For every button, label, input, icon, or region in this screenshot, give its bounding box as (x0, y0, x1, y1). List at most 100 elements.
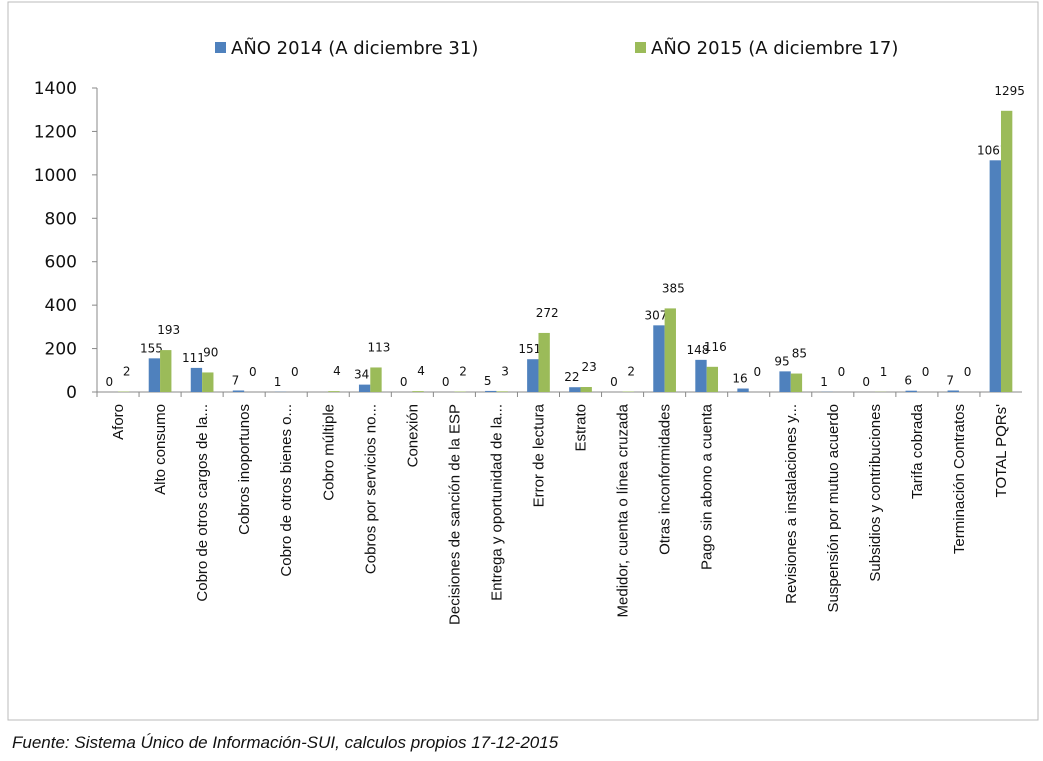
bar (149, 358, 160, 392)
value-label: 272 (536, 306, 559, 320)
value-label: 0 (400, 375, 408, 389)
bar (653, 325, 664, 392)
legend-label: AÑO 2014 (A diciembre 31) (231, 37, 478, 59)
value-label: 7 (946, 373, 954, 387)
legend-label: AÑO 2015 (A diciembre 17) (651, 37, 898, 59)
bar (737, 389, 748, 392)
bar (359, 385, 370, 392)
x-tick-label: Medidor, cuenta o línea cruzada (615, 403, 632, 617)
value-label: 0 (442, 375, 450, 389)
bar (906, 391, 917, 392)
value-label: 2 (627, 365, 635, 379)
x-tick-label: Suspensión por mutuo acuerdo (825, 404, 842, 612)
x-tick-label: Conexión (404, 404, 421, 467)
x-tick-label: Cobros por servicios no... (362, 404, 379, 574)
value-label: 5 (484, 374, 492, 388)
value-label: 90 (203, 345, 218, 359)
x-tick-label: Decisiones de sanción de la ESP (446, 404, 463, 625)
bar (791, 374, 802, 392)
value-label: 0 (249, 365, 257, 379)
value-label: 7 (232, 373, 240, 387)
value-label: 95 (774, 354, 789, 368)
source-note: Fuente: Sistema Único de Información-SUI… (12, 733, 559, 752)
y-tick-label: 600 (45, 253, 77, 273)
value-label: 385 (662, 281, 685, 295)
bar (538, 333, 549, 392)
bar (665, 308, 676, 392)
bar (485, 391, 496, 392)
bar (695, 360, 706, 392)
bar (233, 390, 244, 392)
x-tick-label: Terminación Contratos (951, 404, 968, 554)
y-tick-label: 200 (45, 340, 77, 360)
x-tick-label: Cobro de otros cargos de la... (194, 404, 211, 602)
bar (527, 359, 538, 392)
y-tick-label: 1200 (34, 122, 77, 142)
value-label: 0 (106, 375, 114, 389)
bar (779, 371, 790, 392)
value-label: 111 (182, 351, 205, 365)
value-label: 6 (904, 374, 912, 388)
legend-swatch (215, 42, 226, 53)
value-label: 0 (838, 365, 846, 379)
bar (948, 390, 959, 392)
value-label: 4 (417, 364, 425, 378)
value-label: 116 (704, 340, 727, 354)
bar (581, 387, 592, 392)
value-label: 2 (459, 365, 467, 379)
value-label: 0 (964, 365, 972, 379)
bar (370, 367, 381, 392)
y-tick-label: 0 (66, 383, 77, 403)
x-tick-label: Entrega y oportunidad de la... (488, 404, 505, 601)
value-label: 23 (582, 360, 597, 374)
value-label: 22 (564, 370, 579, 384)
value-label: 34 (354, 368, 369, 382)
value-label: 113 (368, 340, 391, 354)
value-label: 16 (732, 372, 747, 386)
bar (191, 368, 202, 392)
value-label: 0 (862, 375, 870, 389)
y-tick-label: 1400 (34, 79, 77, 99)
bar (412, 391, 423, 392)
value-label: 0 (610, 375, 618, 389)
value-label: 0 (291, 365, 299, 379)
x-tick-label: Revisiones a instalaciones y... (783, 404, 800, 604)
value-label: 151 (518, 342, 541, 356)
value-label: 1 (820, 375, 828, 389)
value-label: 307 (644, 308, 667, 322)
x-tick-label: Cobro múltiple (320, 404, 337, 501)
x-tick-label: Otras inconformidades (657, 404, 674, 555)
value-label: 85 (792, 347, 807, 361)
bar (707, 367, 718, 392)
y-tick-label: 400 (45, 296, 77, 316)
value-label: 0 (754, 365, 762, 379)
bar (202, 372, 213, 392)
bar (160, 350, 171, 392)
x-tick-label: Cobro de otros bienes o... (278, 404, 295, 577)
value-label: 2 (123, 365, 131, 379)
value-label: 0 (922, 365, 930, 379)
y-tick-label: 800 (45, 209, 77, 229)
x-tick-label: TOTAL PQRs' (993, 404, 1010, 498)
y-tick-label: 1000 (34, 166, 77, 186)
x-tick-label: Pago sin abono a cuenta (699, 403, 716, 570)
x-tick-label: Aforo (110, 404, 127, 440)
value-label: 1 (880, 365, 888, 379)
value-label: 193 (157, 323, 180, 337)
value-label: 155 (140, 341, 163, 355)
bar (496, 391, 507, 392)
x-tick-label: Subsidios y contribuciones (867, 404, 884, 582)
value-label: 4 (333, 364, 341, 378)
value-label: 1 (274, 375, 282, 389)
bar (569, 387, 580, 392)
value-label: 3 (501, 364, 509, 378)
x-tick-label: Cobros inoportunos (236, 404, 253, 535)
x-tick-label: Error de lectura (530, 403, 547, 507)
bar (328, 391, 339, 392)
bar (1001, 111, 1012, 392)
legend-swatch (635, 42, 646, 53)
x-tick-label: Estrato (573, 404, 590, 452)
x-tick-label: Alto consumo (152, 404, 169, 495)
value-label: 1295 (994, 84, 1025, 98)
